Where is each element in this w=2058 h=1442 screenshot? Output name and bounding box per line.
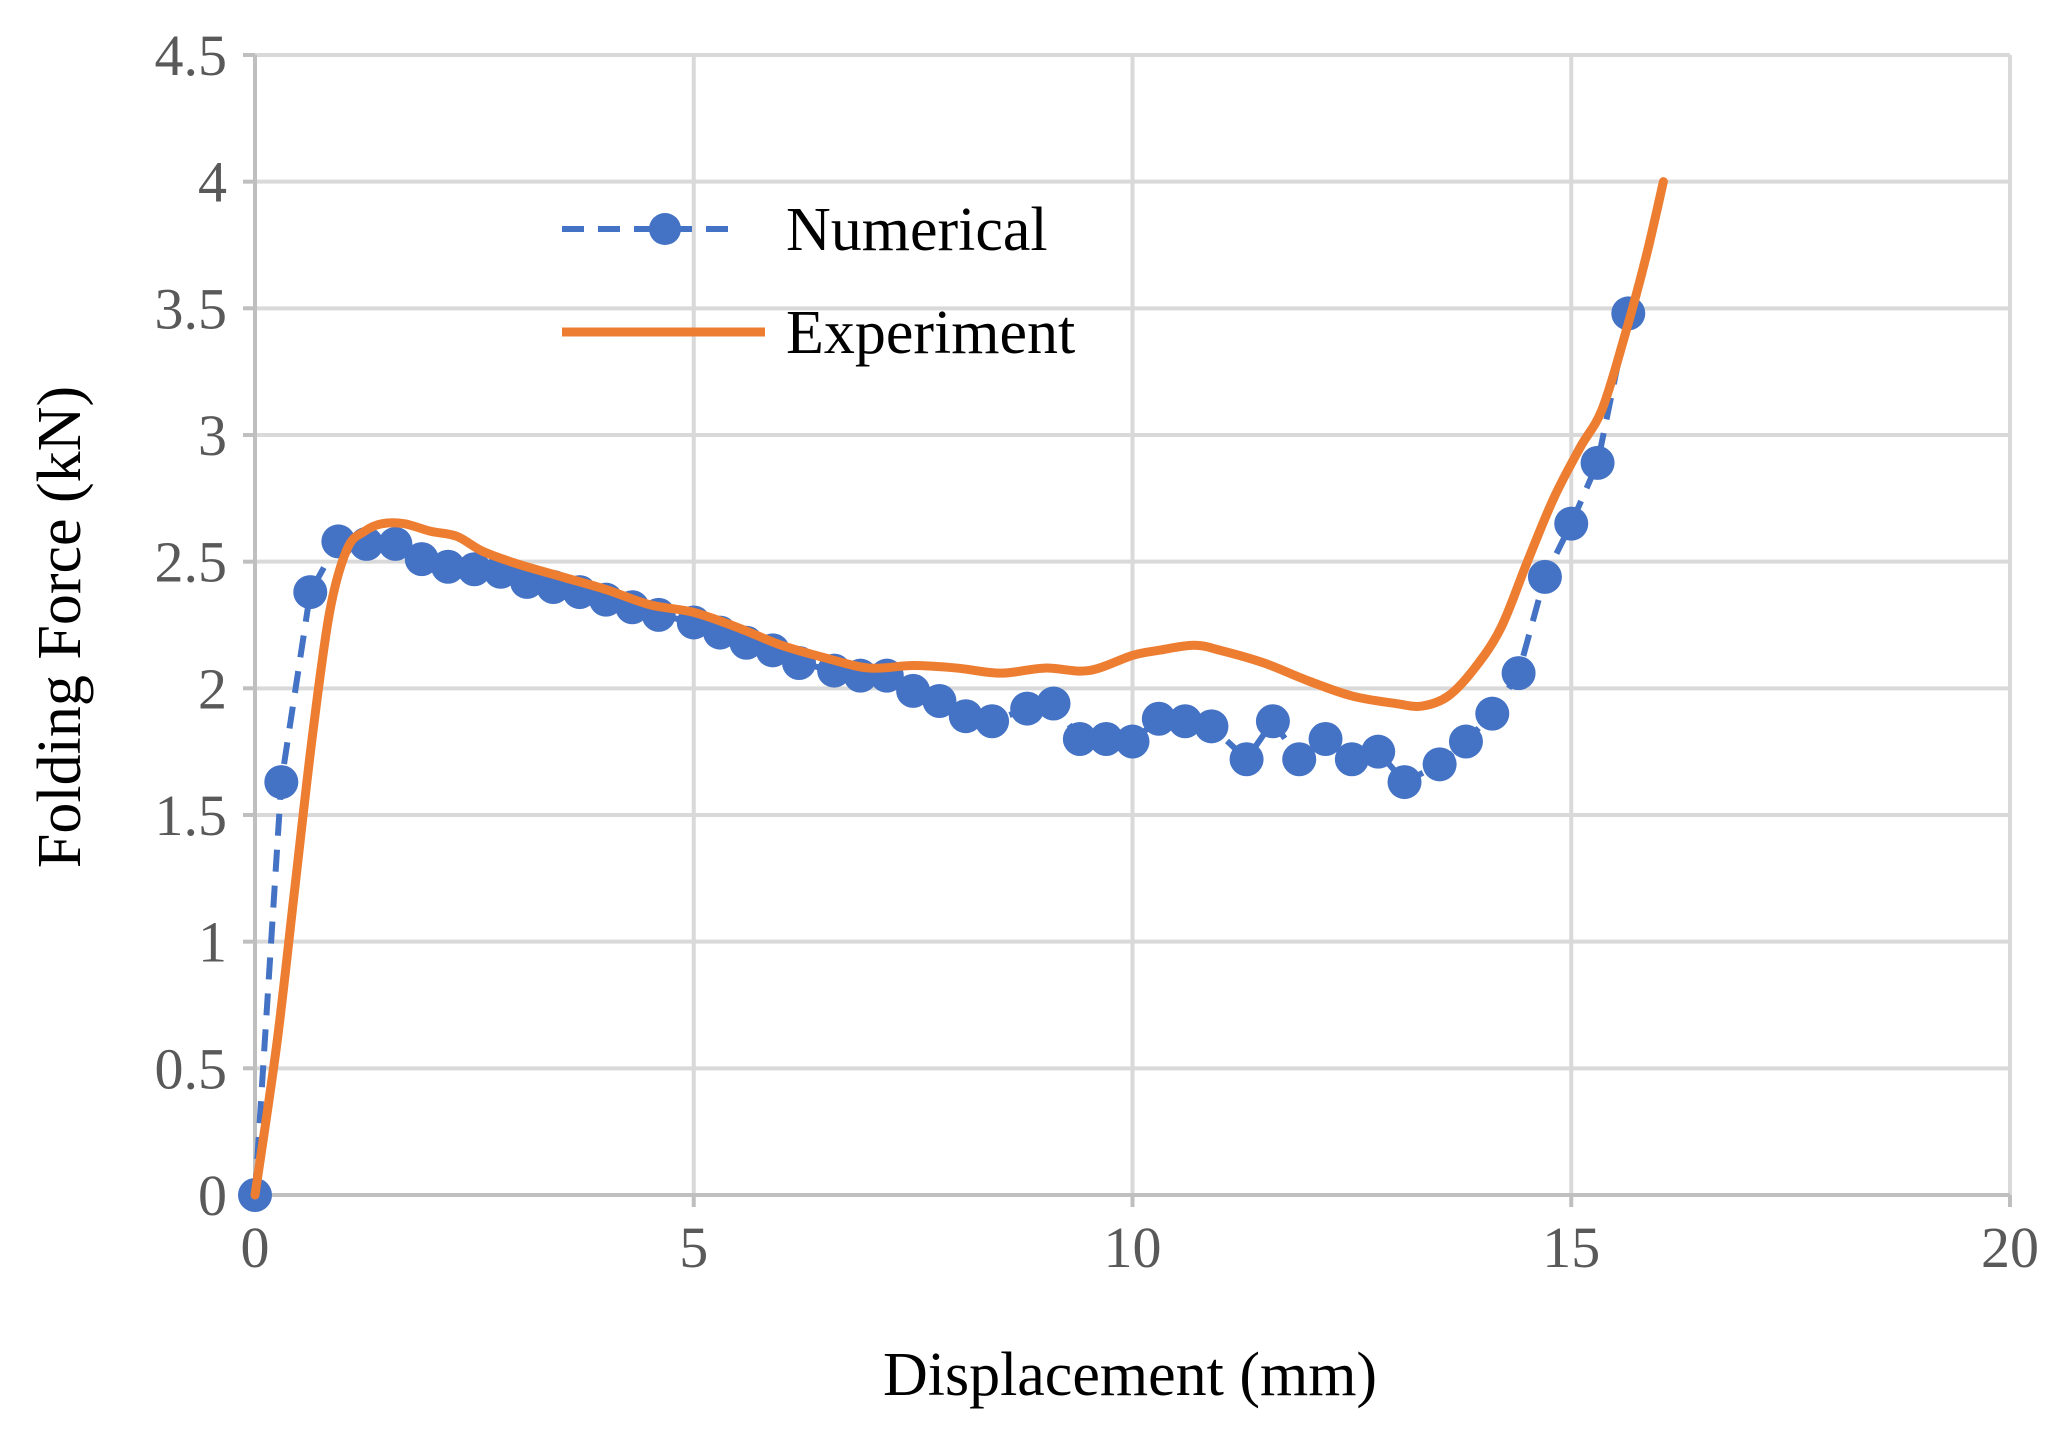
series-numerical-point [457,552,492,587]
series-numerical-point [1308,722,1343,756]
y-tick-label: 4 [198,150,227,215]
y-tick-label: 3 [198,403,227,468]
series-numerical-point [948,699,983,734]
series-numerical-point [1115,724,1150,759]
series-numerical-point [1062,722,1097,756]
series-numerical-point [896,673,931,708]
series-numerical-point [431,549,466,584]
series-numerical-point [1475,696,1510,731]
series-numerical-point [1194,709,1229,744]
y-tick-label: 0.5 [155,1036,228,1101]
series-numerical-line [252,312,1632,1196]
axes [243,53,2012,1207]
series-numerical-point [975,704,1010,739]
series-numerical-point [1334,742,1369,777]
legend: Numerical Experiment [562,196,1075,367]
y-tick-labels: 0 0.5 1 1.5 2 2.5 3 3.5 4 4.5 [155,23,228,1228]
x-tick-label: 5 [679,1215,708,1280]
series-numerical-point [1141,701,1176,736]
x-tick-label: 10 [1104,1215,1162,1280]
series-numerical-point [1422,747,1457,782]
y-tick-label: 2 [198,656,227,721]
x-tick-label: 15 [1542,1215,1600,1280]
y-tick-label: 0 [198,1163,227,1228]
series-numerical-point [264,765,299,800]
series-numerical-point [922,684,957,718]
series-numerical-point [1089,722,1124,756]
series-numerical-point [1255,704,1290,739]
series-numerical-point [1554,506,1589,541]
x-axis-title: Displacement (mm) [883,1341,1377,1409]
series-numerical-point [1036,686,1071,721]
series-numerical-point [1448,724,1483,759]
x-tick-label: 0 [241,1215,270,1280]
series-numerical-point [1010,691,1045,726]
series-numerical-point [1168,704,1203,739]
series-numerical-point [1527,559,1562,594]
series-numerical-point [1387,765,1422,800]
series-layer [238,177,1668,1212]
series-numerical-point [1501,656,1536,691]
legend-numerical-label: Numerical [786,196,1048,264]
x-tick-label: 20 [1981,1215,2039,1280]
legend-experiment-label: Experiment [786,299,1075,367]
gridlines [255,53,2012,1195]
series-numerical-point [293,575,328,610]
y-axis-title: Folding Force (kN) [26,386,94,868]
legend-numerical-swatch-marker [649,213,681,245]
y-tick-label: 3.5 [155,276,228,341]
x-tick-labels: 0 5 10 15 20 [241,1215,2040,1280]
series-numerical-point [1361,734,1396,769]
y-tick-label: 1.5 [155,783,228,848]
series-experiment-line [250,177,1668,1200]
series-numerical-point [1282,742,1317,777]
y-tick-label: 4.5 [155,23,228,88]
y-tick-label: 2.5 [155,530,228,595]
series-numerical-point [1580,445,1615,480]
series-numerical-point [378,526,413,561]
series-numerical-point [404,542,439,577]
series-numerical-point [1229,742,1264,777]
y-tick-label: 1 [198,910,227,975]
